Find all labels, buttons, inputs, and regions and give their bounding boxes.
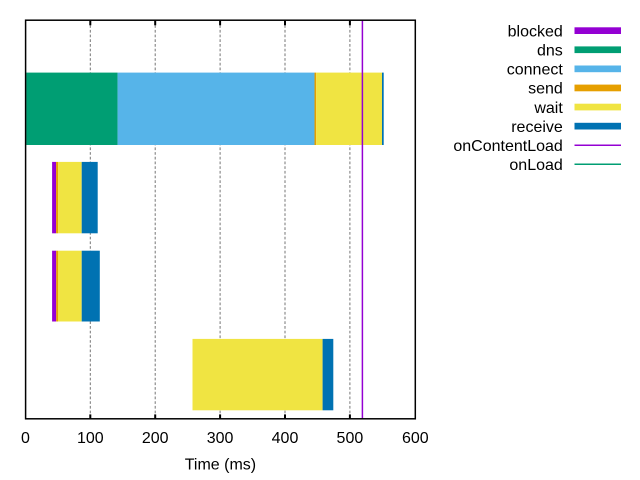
- svg-text:0: 0: [21, 430, 30, 447]
- svg-text:blocked: blocked: [508, 23, 563, 40]
- svg-text:onContentLoad: onContentLoad: [453, 138, 562, 155]
- svg-text:onLoad: onLoad: [509, 157, 562, 174]
- svg-text:200: 200: [142, 430, 169, 447]
- svg-text:600: 600: [402, 430, 429, 447]
- svg-text:500: 500: [337, 430, 364, 447]
- svg-text:Time (ms): Time (ms): [185, 456, 256, 473]
- svg-text:300: 300: [207, 430, 234, 447]
- svg-text:receive: receive: [511, 119, 563, 136]
- svg-text:connect: connect: [507, 62, 564, 79]
- svg-text:wait: wait: [533, 100, 563, 117]
- svg-text:send: send: [528, 81, 563, 98]
- svg-text:dns: dns: [537, 43, 563, 60]
- svg-text:400: 400: [272, 430, 299, 447]
- svg-text:100: 100: [77, 430, 104, 447]
